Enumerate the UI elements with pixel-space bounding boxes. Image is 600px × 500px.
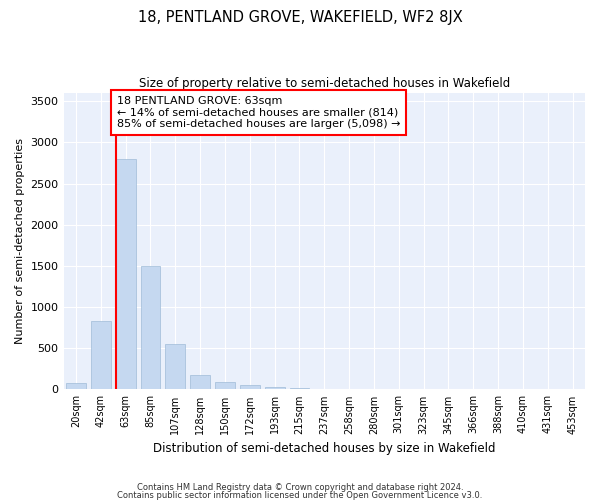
X-axis label: Distribution of semi-detached houses by size in Wakefield: Distribution of semi-detached houses by … <box>153 442 496 455</box>
Bar <box>116 159 136 390</box>
Bar <box>190 375 210 390</box>
Bar <box>265 386 284 390</box>
Bar <box>91 321 111 390</box>
Bar <box>166 344 185 390</box>
Text: Contains HM Land Registry data © Crown copyright and database right 2024.: Contains HM Land Registry data © Crown c… <box>137 484 463 492</box>
Bar <box>290 388 310 390</box>
Bar <box>66 383 86 390</box>
Y-axis label: Number of semi-detached properties: Number of semi-detached properties <box>15 138 25 344</box>
Bar <box>240 385 260 390</box>
Text: 18 PENTLAND GROVE: 63sqm
← 14% of semi-detached houses are smaller (814)
85% of : 18 PENTLAND GROVE: 63sqm ← 14% of semi-d… <box>117 96 400 129</box>
Bar <box>140 266 160 390</box>
Text: 18, PENTLAND GROVE, WAKEFIELD, WF2 8JX: 18, PENTLAND GROVE, WAKEFIELD, WF2 8JX <box>137 10 463 25</box>
Title: Size of property relative to semi-detached houses in Wakefield: Size of property relative to semi-detach… <box>139 78 510 90</box>
Text: Contains public sector information licensed under the Open Government Licence v3: Contains public sector information licen… <box>118 490 482 500</box>
Bar <box>215 382 235 390</box>
